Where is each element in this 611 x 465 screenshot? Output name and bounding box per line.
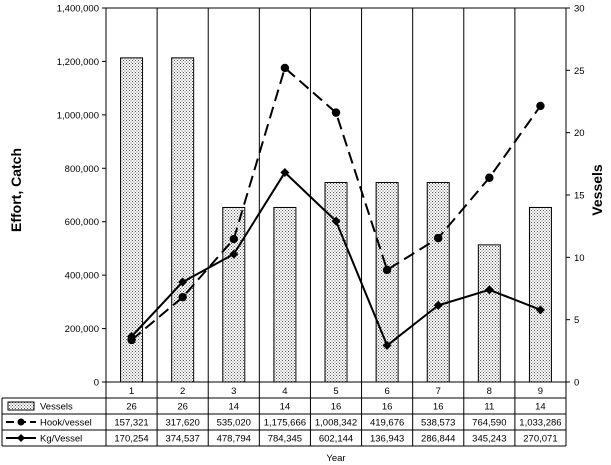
table-cell: 270,071 — [523, 434, 557, 445]
point-hook-vessel — [382, 265, 392, 275]
x-category-label: 6 — [384, 386, 389, 397]
point-kg-vessel — [280, 167, 290, 177]
y2-tick-label: 30 — [574, 4, 585, 15]
y-tick-label: 1,200,000 — [57, 57, 99, 68]
y2-axis-title: Vessels — [589, 164, 605, 216]
y-tick-label: 1,000,000 — [57, 110, 99, 121]
bar-vessels — [375, 182, 399, 383]
legend-key-marker-circle — [17, 418, 25, 426]
point-kg-vessel — [382, 340, 392, 350]
point-hook-vessel — [229, 234, 238, 244]
x-category-label: 9 — [538, 386, 543, 397]
table-cell: 1,033,286 — [519, 418, 561, 429]
y-axis-title: Effort, Catch — [8, 148, 24, 232]
point-kg-vessel — [127, 332, 137, 342]
y2-tick-label: 5 — [574, 315, 579, 326]
legend-key-marker-diamond — [17, 434, 25, 442]
point-kg-vessel — [433, 300, 443, 310]
table-cell: 602,144 — [319, 434, 353, 445]
y-tick-label: 400,000 — [65, 271, 99, 282]
legend-entry: Kg/Vessel — [40, 434, 82, 445]
table-cell: 345,243 — [472, 434, 506, 445]
y-tick-label: 0 — [94, 378, 99, 389]
point-kg-vessel — [331, 216, 341, 226]
table-cell: 286,844 — [421, 434, 455, 445]
table-cell: 317,620 — [165, 418, 199, 429]
table-cell: 764,590 — [472, 418, 506, 429]
bar-vessels — [477, 244, 501, 383]
grid — [156, 8, 516, 382]
y2-tick-label: 0 — [574, 378, 579, 389]
legend-entry: Vessels — [40, 402, 73, 413]
table-cell: 16 — [331, 402, 342, 413]
point-hook-vessel — [178, 292, 187, 302]
y2-tick-label: 25 — [574, 66, 585, 77]
table-cell: 538,573 — [421, 418, 455, 429]
y-tick-label: 600,000 — [65, 217, 99, 228]
table-cell: 170,254 — [114, 434, 148, 445]
bar-vessels — [273, 206, 297, 383]
point-hook-vessel — [434, 233, 443, 243]
table-cell: 535,020 — [217, 418, 251, 429]
bar-vessels — [171, 57, 195, 383]
x-category-label: 3 — [231, 386, 236, 397]
x-category-label: 2 — [180, 386, 185, 397]
table-cell: 14 — [280, 402, 291, 413]
point-hook-vessel — [331, 108, 341, 117]
bar-vessels — [426, 182, 450, 383]
table-cell: 136,943 — [370, 434, 404, 445]
table-cell: 14 — [228, 402, 239, 413]
x-category-label: 4 — [282, 386, 287, 397]
point-hook-vessel — [280, 63, 290, 73]
y2-tick-label: 20 — [574, 128, 585, 139]
table-cell: 1,008,342 — [315, 418, 357, 429]
table-cell: 784,345 — [268, 434, 302, 445]
point-hook-vessel — [536, 101, 545, 111]
table-cell: 157,321 — [114, 418, 148, 429]
legend-entry: Hook/vessel — [40, 418, 92, 429]
table-cell: 478,794 — [217, 434, 251, 445]
table-cell: 14 — [535, 402, 546, 413]
table-cell: 16 — [433, 402, 444, 413]
x-category-label: 8 — [487, 386, 492, 397]
y2-tick-label: 10 — [574, 253, 585, 264]
y2-tick-label: 15 — [574, 191, 585, 202]
x-category-label: 5 — [333, 386, 338, 397]
table-cell: 11 — [484, 402, 494, 413]
lines — [127, 63, 545, 350]
axes: 0 200,000 400,000 600,000 800,000 1,000,000 1,… — [57, 4, 585, 389]
y-tick-label: 1,400,000 — [57, 4, 99, 15]
point-hook-vessel — [485, 173, 494, 182]
y-tick-label: 800,000 — [65, 164, 99, 175]
point-kg-vessel — [229, 249, 239, 259]
x-category-label: 7 — [436, 386, 441, 397]
table-cell: 374,537 — [165, 434, 199, 445]
x-category-label: 1 — [129, 386, 134, 397]
point-kg-vessel — [178, 277, 188, 287]
point-kg-vessel — [484, 285, 494, 295]
table-cell: 16 — [382, 402, 393, 413]
bar-vessels — [528, 206, 552, 383]
point-kg-vessel — [535, 305, 545, 315]
line-hook-vessel — [130, 66, 542, 341]
table-cell: 419,676 — [370, 418, 404, 429]
x-axis-title: Year — [326, 453, 345, 464]
legend-key-vessels — [7, 401, 35, 411]
y-tick-label: 200,000 — [65, 324, 99, 335]
table-cell: 1,175,666 — [264, 418, 306, 429]
table-cell: 26 — [126, 402, 137, 413]
table-cell: 26 — [177, 402, 188, 413]
data-table: 1 2 3 4 5 6 7 8 9 Vessels 26 26 14 14 16 16 16 11 14 Hook/v… — [1, 382, 567, 447]
bar-vessels — [222, 206, 246, 383]
